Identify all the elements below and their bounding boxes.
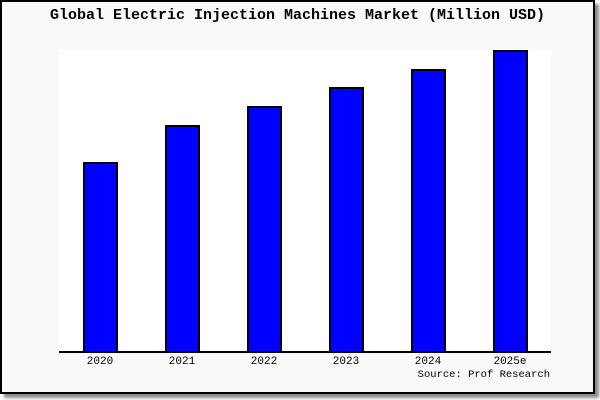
bar-2024 xyxy=(410,69,446,351)
bar-slot-2023 xyxy=(305,49,387,351)
plot-area xyxy=(59,49,551,353)
bar-slot-2024 xyxy=(387,49,469,351)
source-credit: Source: Prof Research xyxy=(417,369,550,381)
x-tick-label-2023: 2023 xyxy=(332,356,360,368)
bars xyxy=(59,49,551,351)
bar-slot-2020 xyxy=(59,49,141,351)
x-tick-label-2021: 2021 xyxy=(168,356,196,368)
bar-slot-2021 xyxy=(141,49,223,351)
bar-2025e xyxy=(492,50,528,351)
x-tick-label-2020: 2020 xyxy=(86,356,114,368)
x-tick-label-2022: 2022 xyxy=(250,356,278,368)
chart-frame: Global Electric Injection Machines Marke… xyxy=(0,0,595,394)
bar-slot-2022 xyxy=(223,49,305,351)
chart-title: Global Electric Injection Machines Marke… xyxy=(49,7,546,24)
x-axis-labels: 2020 2021 2022 2023 2024 2025e xyxy=(59,355,551,369)
x-tick-label-2024: 2024 xyxy=(414,356,442,368)
x-tick-label-2025e: 2025e xyxy=(493,356,527,368)
bar-2023 xyxy=(328,87,364,351)
bar-2021 xyxy=(164,125,200,351)
bar-2022 xyxy=(246,106,282,351)
bar-2020 xyxy=(82,162,118,351)
bar-slot-2025e xyxy=(469,49,551,351)
